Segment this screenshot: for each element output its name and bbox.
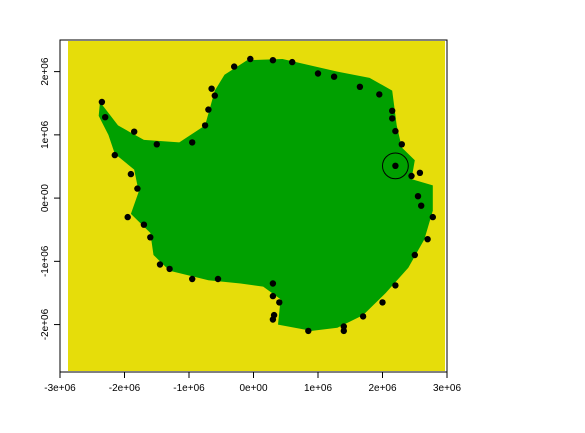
coast-point bbox=[127, 170, 135, 178]
coast-point bbox=[392, 162, 399, 169]
coast-point bbox=[205, 106, 212, 113]
y-tick-label: -1e+06 bbox=[40, 245, 51, 277]
coast-point bbox=[211, 92, 218, 99]
coast-point bbox=[269, 280, 277, 287]
x-tick-label: -1e+06 bbox=[173, 383, 205, 394]
coast-point bbox=[429, 213, 436, 221]
coast-point bbox=[201, 122, 209, 129]
coast-point bbox=[330, 73, 338, 80]
coast-point bbox=[102, 114, 109, 121]
coast-point bbox=[416, 169, 424, 176]
coast-point bbox=[418, 202, 425, 209]
x-axis: -3e+06 -2e+06 -1e+06 0e+00 1e+06 2e+06 3e+06 bbox=[44, 371, 462, 394]
coast-point bbox=[231, 63, 238, 70]
x-tick-label: 1e+06 bbox=[304, 383, 333, 394]
x-tick-label: -3e+06 bbox=[44, 383, 76, 394]
coast-point bbox=[424, 236, 431, 243]
coast-point bbox=[269, 292, 277, 300]
y-tick-label: -2e+06 bbox=[40, 308, 51, 340]
coast-point bbox=[124, 213, 131, 221]
coast-point bbox=[389, 107, 396, 115]
coast-point bbox=[379, 299, 386, 306]
coast-point bbox=[166, 265, 173, 273]
coast-point bbox=[208, 85, 215, 92]
y-tick-label: 1e+06 bbox=[40, 120, 51, 149]
coast-point bbox=[111, 151, 119, 159]
y-tick-label: 0e+00 bbox=[40, 184, 51, 213]
coast-point bbox=[340, 323, 347, 330]
coast-point bbox=[414, 193, 422, 200]
coast-point bbox=[389, 115, 396, 122]
coast-points-layer bbox=[98, 55, 436, 335]
coast-point bbox=[153, 141, 160, 148]
coast-point bbox=[269, 57, 277, 64]
coast-point bbox=[305, 327, 312, 335]
x-tick-label: 2e+06 bbox=[368, 383, 397, 394]
coast-point bbox=[314, 70, 322, 77]
map-layer bbox=[68, 41, 445, 371]
coast-point bbox=[359, 313, 367, 320]
coast-point bbox=[289, 58, 296, 66]
coast-point bbox=[247, 55, 254, 63]
coast-point bbox=[156, 261, 164, 268]
coast-point bbox=[276, 299, 283, 306]
x-tick-label: -2e+06 bbox=[109, 383, 141, 394]
coast-point bbox=[392, 127, 399, 135]
coast-point bbox=[147, 234, 154, 241]
x-tick-label: 3e+06 bbox=[433, 383, 462, 394]
coast-point bbox=[408, 172, 415, 180]
coast-point bbox=[134, 185, 141, 192]
coast-point bbox=[98, 98, 106, 106]
coast-point bbox=[398, 141, 405, 148]
coast-point bbox=[392, 282, 399, 289]
coast-point bbox=[411, 251, 418, 259]
coast-point bbox=[189, 139, 196, 146]
coast-point bbox=[140, 221, 148, 228]
x-tick-label: 0e+00 bbox=[239, 383, 268, 394]
coast-point bbox=[269, 316, 277, 323]
coast-point bbox=[376, 91, 383, 98]
coast-point bbox=[356, 83, 364, 91]
land-mass bbox=[98, 59, 433, 331]
y-axis: 2e+06 1e+06 0e+00 -1e+06 -2e+06 bbox=[40, 57, 61, 340]
highlight-circle bbox=[382, 152, 409, 180]
coast-point bbox=[214, 275, 222, 283]
coast-point bbox=[131, 128, 138, 135]
coast-point bbox=[189, 275, 196, 283]
coast-point bbox=[340, 327, 347, 335]
y-tick-label: 2e+06 bbox=[40, 57, 51, 86]
